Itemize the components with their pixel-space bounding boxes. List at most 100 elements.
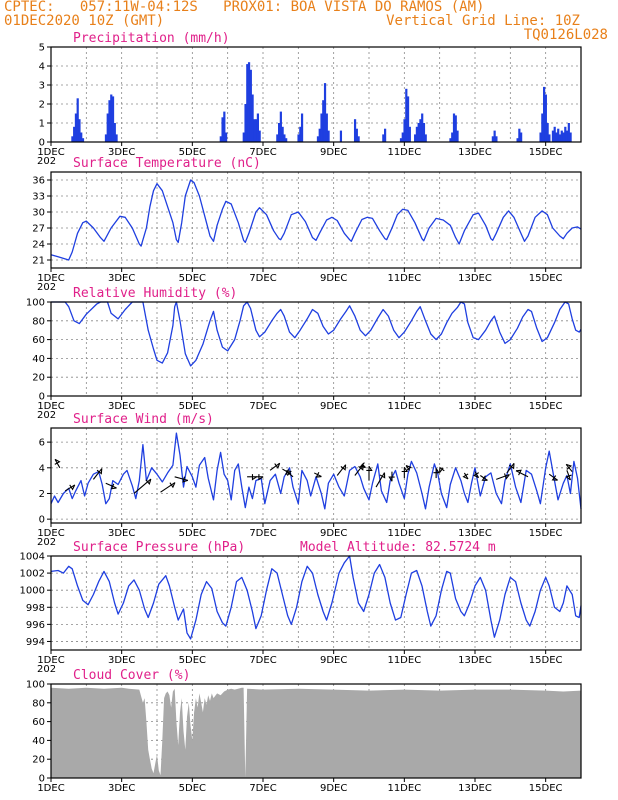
- pressure-ytick-label: 996: [26, 620, 45, 631]
- precip-bar: [422, 123, 426, 142]
- pressure-frame: [50, 555, 582, 651]
- precip-xtick-label: 11DEC: [387, 147, 421, 158]
- precip-bar: [244, 104, 247, 142]
- wind-vector: [336, 464, 347, 476]
- precip-bar: [405, 88, 408, 142]
- wind-title: Surface Wind (m/s): [73, 412, 214, 427]
- precip-bar: [223, 111, 226, 142]
- cloud-frame: [50, 683, 582, 779]
- rh-ytick-label: 100: [26, 298, 45, 309]
- wind-ytick-label: 6: [39, 438, 45, 449]
- precip-bar: [417, 123, 420, 142]
- precip-bar: [221, 117, 224, 142]
- precip-xtick-label: 15DEC: [529, 147, 563, 158]
- precip-bar: [516, 138, 519, 142]
- wind-ytick-label: 4: [39, 463, 45, 474]
- precip-bar: [299, 126, 302, 142]
- precip-bar: [415, 126, 418, 142]
- temp-year-fragment: 202: [37, 282, 56, 293]
- precip-xtick-label: 13DEC: [458, 147, 492, 158]
- precip-bar: [421, 113, 424, 142]
- temp-series-line: [50, 179, 582, 261]
- precip-bar: [565, 130, 569, 142]
- precip-bar: [355, 128, 358, 142]
- wind-ytick-label: 0: [39, 515, 45, 526]
- wind-vector: [548, 473, 558, 481]
- cloud-ytick-label: 100: [26, 680, 45, 691]
- wind-vector-head: [481, 475, 488, 481]
- temp-xtick-label: 13DEC: [458, 273, 492, 284]
- rh-xtick-label: 11DEC: [387, 401, 421, 412]
- wind-xtick-label: 15DEC: [529, 528, 563, 539]
- precip-bar: [541, 113, 544, 142]
- precip-bar: [78, 119, 81, 142]
- rh-ytick-label: 60: [32, 335, 45, 346]
- temp-ytick-label: 30: [32, 208, 45, 219]
- temp-xtick-label: 7DEC: [249, 273, 276, 284]
- temp-xtick-label: 1DEC: [37, 273, 64, 284]
- temp-xtick-label: 5DEC: [179, 273, 206, 284]
- pressure-xtick-label: 3DEC: [108, 655, 135, 666]
- wind-vector-head: [551, 475, 558, 481]
- wind-vector-head: [379, 472, 386, 479]
- wind-vector-head: [565, 474, 572, 481]
- pressure-xtick-label: 11DEC: [387, 655, 421, 666]
- precip-bar: [456, 130, 459, 142]
- precip-bar: [539, 132, 542, 142]
- rh-xtick-label: 15DEC: [529, 401, 563, 412]
- header-grid-note: Vertical Grid Line: 10Z: [386, 13, 580, 29]
- header-station-line: CPTEC: 057:11W-04:12S PROX01: BOA VISTA …: [4, 0, 485, 15]
- temp-ytick-label: 24: [32, 240, 45, 251]
- precip-bar: [558, 134, 562, 142]
- wind-vector-head: [285, 470, 292, 476]
- precip-xtick-label: 9DEC: [320, 147, 347, 158]
- wind-xtick-label: 5DEC: [179, 528, 206, 539]
- wind-vector: [133, 478, 152, 494]
- rh-ytick-label: 80: [32, 316, 45, 327]
- rh-ytick-label: 40: [32, 354, 45, 365]
- cloud-xtick-label: 1DEC: [37, 783, 64, 794]
- precip-bar: [76, 98, 79, 142]
- wind-vector-head: [96, 468, 103, 475]
- precip-bar: [569, 132, 572, 142]
- precip-bar: [73, 126, 76, 142]
- precip-bar: [414, 134, 417, 142]
- wind-xtick-label: 11DEC: [387, 528, 421, 539]
- cloud-cover-area: [51, 687, 581, 778]
- precip-bar: [106, 113, 109, 142]
- precip-panel: 0 1 2 3 4 5 1DEC 3DEC 5DEC 7DEC 9DEC 11DEC 13DEC 15DE…: [37, 31, 582, 167]
- pressure-xtick-label: 5DEC: [179, 655, 206, 666]
- cloud-xtick-label: 11DEC: [387, 783, 421, 794]
- rh-xtick-label: 7DEC: [249, 401, 276, 412]
- wind-year-fragment: 202: [37, 537, 56, 548]
- rh-ytick-label: 0: [39, 392, 45, 403]
- rh-title: Relative Humidity (%): [73, 286, 237, 301]
- pressure-ytick-label: 1002: [20, 569, 45, 580]
- wind-vector-head: [110, 483, 117, 490]
- temp-ytick-label: 21: [32, 256, 45, 267]
- rh-xtick-label: 1DEC: [37, 401, 64, 412]
- wind-vector-head: [251, 474, 257, 481]
- precip-bar: [454, 115, 457, 142]
- wind-vector-head: [472, 472, 480, 479]
- wind-xtick-label: 13DEC: [458, 528, 492, 539]
- precip-bar: [247, 62, 251, 143]
- precip-bar: [357, 136, 360, 142]
- cloud-xtick-label: 7DEC: [249, 783, 276, 794]
- precip-bar: [384, 128, 387, 142]
- header-date: 01DEC2020 10Z (GMT): [4, 13, 165, 29]
- wind-xtick-label: 7DEC: [249, 528, 276, 539]
- precip-bar: [71, 136, 74, 142]
- precip-bar: [399, 138, 403, 142]
- precip-bar: [323, 83, 327, 142]
- wind-vector-head: [515, 469, 522, 476]
- precip-bar: [251, 94, 254, 142]
- pressure-xtick-label: 15DEC: [529, 655, 563, 666]
- wind-vector-head: [504, 473, 510, 480]
- precip-bar: [567, 123, 570, 142]
- precip-bar: [557, 128, 560, 142]
- precip-bar: [281, 126, 284, 142]
- cloud-panel: 0 20 40 60 80 100 1DEC 3DEC 5DEC 7DEC 9DEC 11DEC 13D…: [26, 668, 582, 794]
- temp-frame: [50, 171, 582, 269]
- pressure-ytick-label: 1000: [20, 586, 45, 597]
